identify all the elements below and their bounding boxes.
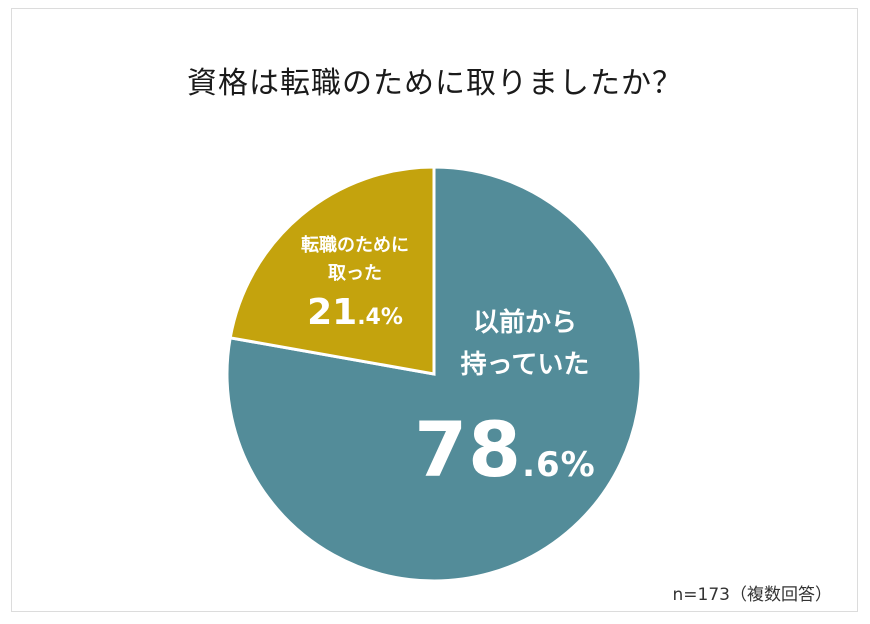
pie-slice-held-before — [225, 165, 643, 583]
percent-decimal: .6% — [522, 445, 596, 485]
slice-label-line: 持っていた — [460, 350, 590, 380]
slice-label-line: 取った — [328, 263, 382, 284]
slice-label-for-job-change: 転職のために 取った — [280, 232, 430, 288]
slice-label-held-before: 以前から 持っていた — [440, 302, 610, 386]
percent-integer: 78 — [414, 405, 523, 494]
percent-decimal: .4% — [357, 305, 403, 330]
sample-size-note: n=173（複数回答） — [672, 585, 832, 605]
percent-integer: 21 — [307, 292, 358, 333]
slice-label-line: 以前から — [472, 308, 577, 338]
slice-label-line: 転職のために — [301, 235, 409, 256]
slice-percent-for-job-change: 21.4% — [280, 292, 430, 333]
chart-title: 資格は転職のために取りましたか？ — [187, 66, 683, 101]
slice-percent-held-before: 78.6% — [400, 405, 610, 494]
pie-slice-for-job-change — [228, 165, 436, 376]
